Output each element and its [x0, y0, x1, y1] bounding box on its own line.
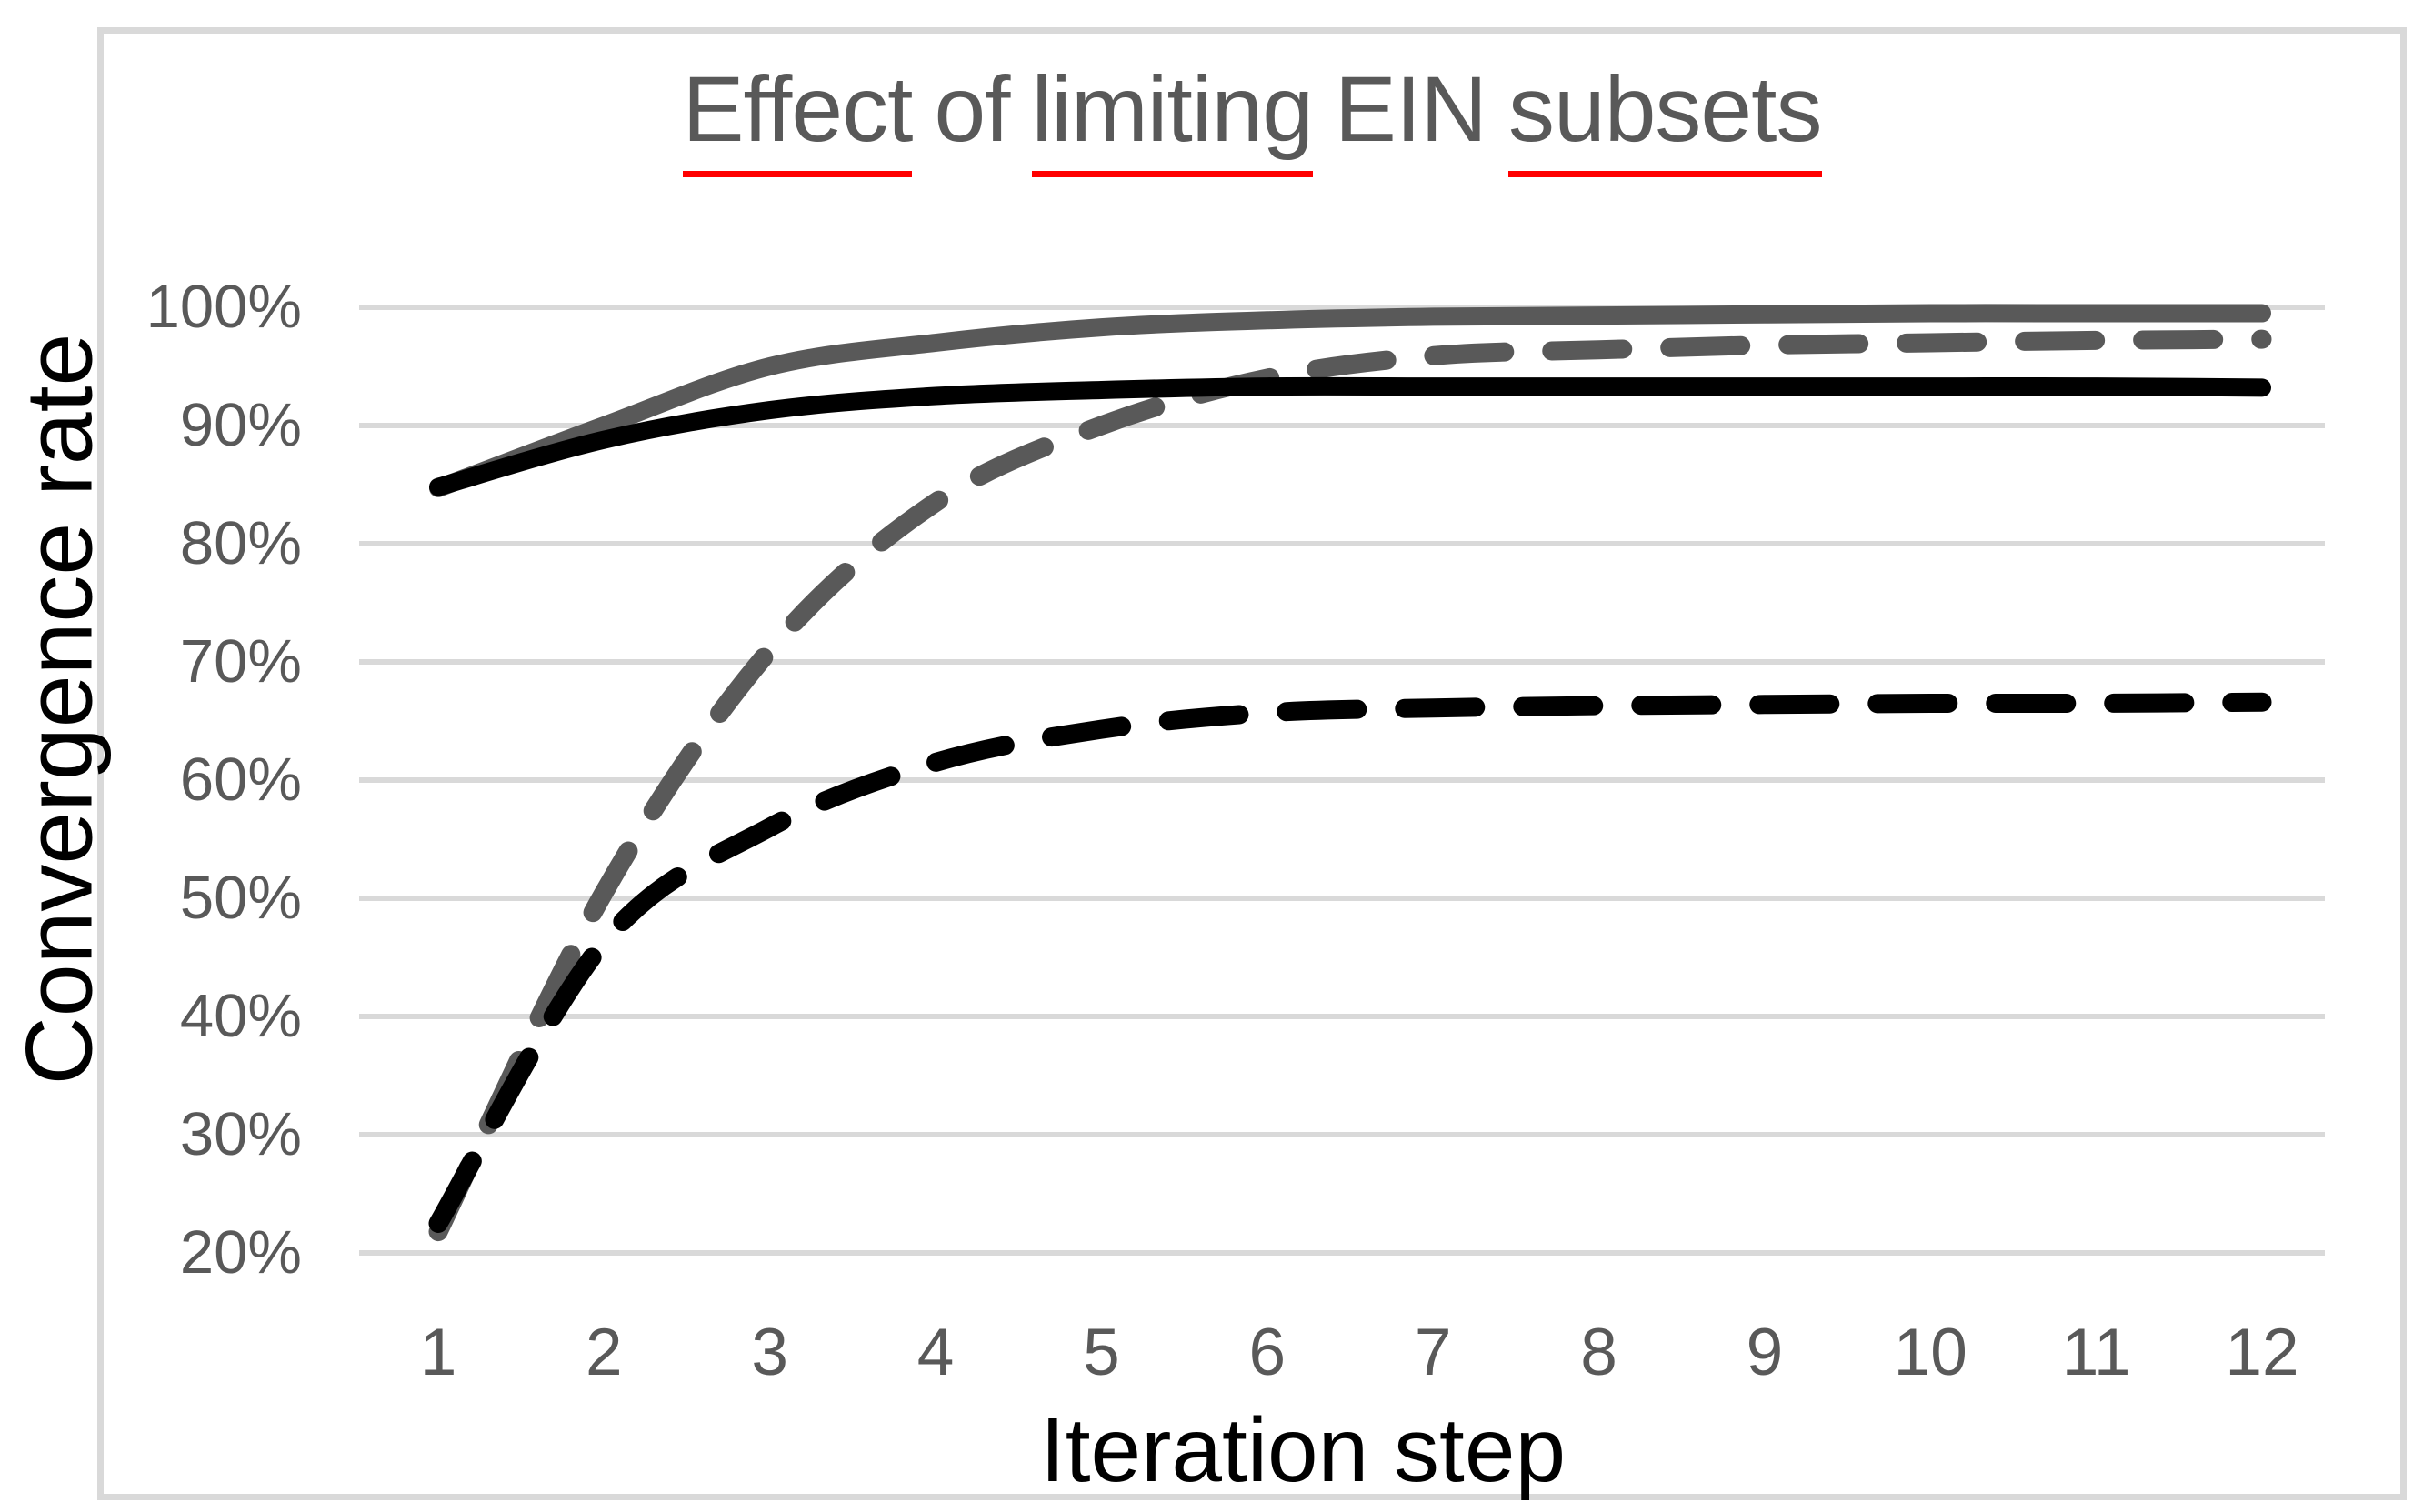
solid-gray-line	[429, 304, 2271, 497]
x-tick-label: 3	[751, 1316, 789, 1389]
x-tick-label: 10	[1893, 1316, 1967, 1389]
title-word: Effect	[682, 56, 913, 177]
x-tick-label: 11	[2061, 1316, 2131, 1389]
x-tick-label: 9	[1746, 1316, 1784, 1389]
y-tick-label: 100%	[145, 273, 302, 341]
title-word: subsets	[1507, 56, 1822, 177]
dashed-gray-line	[428, 329, 2272, 1242]
x-tick-label: 7	[1414, 1316, 1452, 1389]
x-axis-title: Iteration step	[1039, 1399, 1567, 1501]
y-tick-label: 60%	[179, 746, 302, 814]
chart-title: Effect of limiting EIN subsets	[97, 56, 2407, 177]
x-tick-label: 1	[419, 1316, 457, 1389]
x-tick-label: 12	[2225, 1316, 2299, 1389]
title-word: EIN	[1334, 57, 1487, 161]
y-tick-label: 70%	[179, 627, 302, 696]
y-axis-title: Convergence rate	[6, 333, 113, 1086]
x-tick-label: 4	[916, 1316, 955, 1389]
x-tick-label: 8	[1580, 1316, 1617, 1389]
x-tick-label: 5	[1083, 1316, 1120, 1389]
title-word: of	[934, 57, 1010, 161]
dashed-black-line	[428, 692, 2272, 1233]
y-tick-label: 80%	[179, 509, 302, 577]
y-tick-label: 50%	[179, 864, 302, 932]
solid-black-line	[429, 376, 2271, 496]
y-tick-label: 30%	[179, 1100, 302, 1168]
x-tick-label: 2	[586, 1316, 623, 1389]
y-tick-label: 40%	[179, 982, 302, 1050]
title-word: limiting	[1031, 56, 1314, 177]
y-tick-label: 20%	[179, 1218, 302, 1287]
x-tick-label: 6	[1248, 1316, 1287, 1389]
y-tick-label: 90%	[179, 391, 302, 459]
